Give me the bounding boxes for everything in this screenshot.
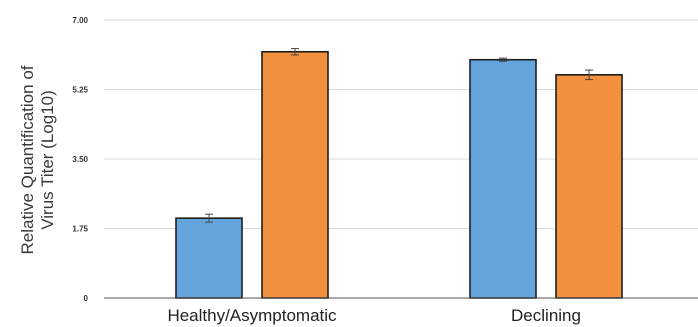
- bars: [175, 50, 623, 299]
- x-axis-ticks: Healthy/Asymptomatic Declining: [167, 306, 581, 325]
- x-tick-label: Declining: [511, 306, 581, 325]
- y-axis-label-line-2: Virus Titer (Log10): [38, 90, 57, 230]
- x-tick-label: Healthy/Asymptomatic: [167, 306, 337, 325]
- y-tick-label: 7.00: [72, 16, 88, 25]
- y-axis-label-line-1: Relative Quantification of: [18, 65, 37, 254]
- y-tick-label: 5.25: [72, 86, 88, 95]
- bar: [555, 74, 623, 299]
- bar: [261, 50, 329, 299]
- bar: [175, 217, 243, 299]
- y-axis-ticks: 0 1.75 3.50 5.25 7.00: [72, 16, 88, 303]
- y-tick-label: 3.50: [72, 155, 88, 164]
- y-tick-label: 1.75: [72, 225, 88, 234]
- bar: [469, 58, 537, 299]
- y-axis-label: Relative Quantification of Virus Titer (…: [18, 65, 57, 254]
- error-bars: [205, 48, 593, 223]
- y-tick-label: 0: [84, 294, 89, 303]
